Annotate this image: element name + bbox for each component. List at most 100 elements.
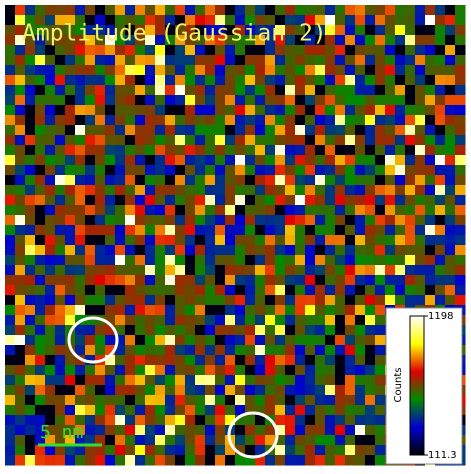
- map-cell: [155, 285, 166, 296]
- map-cell: [185, 355, 196, 366]
- map-cell: [25, 175, 36, 186]
- map-cell: [35, 455, 46, 466]
- map-cell: [105, 65, 116, 76]
- map-cell: [15, 245, 26, 256]
- map-cell: [105, 335, 116, 346]
- map-cell: [275, 185, 286, 196]
- map-cell: [365, 415, 376, 426]
- map-cell: [295, 165, 306, 176]
- map-cell: [355, 155, 366, 166]
- map-cell: [365, 75, 376, 86]
- map-cell: [415, 75, 426, 86]
- map-cell: [95, 155, 106, 166]
- map-cell: [345, 275, 356, 286]
- map-cell: [105, 455, 116, 466]
- map-cell: [5, 85, 16, 96]
- map-cell: [165, 205, 176, 216]
- map-cell: [215, 285, 226, 296]
- map-cell: [215, 265, 226, 276]
- map-cell: [185, 65, 196, 76]
- map-cell: [45, 355, 56, 366]
- map-cell: [45, 425, 56, 436]
- map-cell: [5, 125, 16, 136]
- map-cell: [315, 405, 326, 416]
- map-cell: [65, 115, 76, 126]
- map-cell: [85, 375, 96, 386]
- map-cell: [175, 265, 186, 276]
- map-cell: [325, 45, 336, 56]
- map-cell: [285, 365, 296, 376]
- map-cell: [365, 205, 376, 216]
- map-cell: [385, 145, 396, 156]
- map-cell: [15, 405, 26, 416]
- map-cell: [25, 25, 36, 36]
- map-cell: [325, 325, 336, 336]
- map-cell: [175, 315, 186, 326]
- map-cell: [135, 275, 146, 286]
- map-cell: [245, 415, 256, 426]
- map-cell: [215, 415, 226, 426]
- map-cell: [105, 45, 116, 56]
- map-cell: [95, 45, 106, 56]
- map-cell: [255, 265, 266, 276]
- map-cell: [95, 85, 106, 96]
- map-cell: [265, 65, 276, 76]
- map-cell: [165, 15, 176, 26]
- map-cell: [265, 285, 276, 296]
- map-cell: [165, 145, 176, 156]
- map-cell: [395, 165, 406, 176]
- map-cell: [405, 105, 416, 116]
- map-cell: [235, 185, 246, 196]
- map-cell: [255, 315, 266, 326]
- map-cell: [425, 15, 436, 26]
- map-cell: [205, 325, 216, 336]
- map-cell: [295, 345, 306, 356]
- map-cell: [425, 295, 436, 306]
- map-cell: [35, 395, 46, 406]
- map-cell: [225, 125, 236, 136]
- map-cell: [75, 455, 86, 466]
- map-cell: [305, 445, 316, 456]
- map-cell: [35, 445, 46, 456]
- map-cell: [145, 215, 156, 226]
- map-cell: [15, 75, 26, 86]
- map-cell: [45, 315, 56, 326]
- map-cell: [455, 225, 466, 236]
- map-cell: [145, 345, 156, 356]
- map-cell: [355, 385, 366, 396]
- map-cell: [95, 305, 106, 316]
- map-cell: [265, 55, 276, 66]
- map-cell: [355, 25, 366, 36]
- map-cell: [295, 155, 306, 166]
- map-cell: [345, 285, 356, 296]
- map-cell: [5, 195, 16, 206]
- map-cell: [95, 275, 106, 286]
- map-cell: [35, 35, 46, 46]
- map-cell: [365, 215, 376, 226]
- map-cell: [295, 395, 306, 406]
- map-cell: [135, 285, 146, 296]
- map-cell: [445, 15, 456, 26]
- map-cell: [105, 75, 116, 86]
- map-cell: [375, 235, 386, 246]
- map-cell: [55, 345, 66, 356]
- map-cell: [285, 345, 296, 356]
- map-cell: [415, 235, 426, 246]
- map-cell: [45, 75, 56, 86]
- map-cell: [25, 225, 36, 236]
- map-cell: [405, 5, 416, 16]
- map-cell: [115, 225, 126, 236]
- map-cell: [195, 75, 206, 86]
- map-cell: [35, 415, 46, 426]
- map-cell: [155, 395, 166, 406]
- map-cell: [5, 345, 16, 356]
- map-cell: [135, 365, 146, 376]
- map-cell: [235, 265, 246, 276]
- map-cell: [405, 65, 416, 76]
- map-cell: [225, 5, 236, 16]
- map-cell: [5, 35, 16, 46]
- map-cell: [385, 225, 396, 236]
- map-cell: [195, 415, 206, 426]
- map-cell: [155, 65, 166, 76]
- map-cell: [205, 295, 216, 306]
